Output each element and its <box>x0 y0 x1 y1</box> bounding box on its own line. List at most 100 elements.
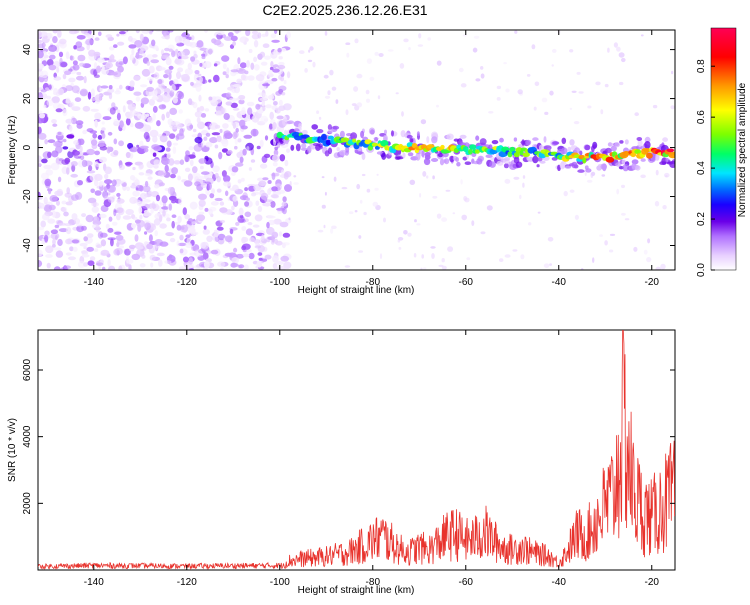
noise-blob <box>65 252 72 256</box>
noise-blob <box>205 132 211 137</box>
noise-speckle <box>359 199 363 204</box>
ridge-halo <box>561 137 567 144</box>
noise-blob <box>177 175 182 181</box>
noise-blob <box>38 260 43 268</box>
noise-speckle <box>534 81 540 87</box>
noise-blob <box>286 148 290 153</box>
noise-blob <box>76 225 84 233</box>
noise-blob <box>272 68 280 73</box>
noise-blob <box>68 77 76 83</box>
noise-blob <box>38 126 42 135</box>
noise-blob <box>232 195 238 202</box>
noise-blob <box>203 261 210 269</box>
noise-blob <box>182 256 189 263</box>
colorbar-gradient <box>710 27 737 271</box>
noise-blob <box>94 112 102 120</box>
noise-blob <box>244 201 250 207</box>
noise-blob <box>257 252 263 256</box>
noise-blob <box>172 96 178 104</box>
noise-speckle <box>346 52 350 58</box>
noise-blob <box>49 195 58 202</box>
noise-blob <box>232 107 240 111</box>
noise-speckle <box>395 92 399 95</box>
ridge-halo <box>485 154 493 158</box>
noise-blob <box>200 113 207 118</box>
noise-speckle <box>531 44 536 50</box>
noise-speckle <box>621 57 626 63</box>
noise-speckle <box>460 83 467 88</box>
ridge-halo <box>614 142 620 148</box>
ridge-halo <box>368 127 376 135</box>
noise-speckle <box>460 179 463 185</box>
noise-speckle <box>377 95 381 100</box>
noise-speckle <box>613 42 619 48</box>
noise-blob <box>93 62 98 70</box>
noise-blob <box>249 237 255 243</box>
snr-x-label: Height of straight line (km) <box>298 585 415 596</box>
noise-blob <box>196 40 204 48</box>
noise-blob <box>154 184 160 189</box>
colorbar: 0.0 0.2 0.4 0.6 0.8 Normalized spectral ampl… <box>696 27 748 277</box>
noise-blob <box>129 196 138 204</box>
y-tick-label: 20 <box>22 93 33 105</box>
noise-speckle <box>356 73 363 79</box>
noise-blob <box>184 68 193 75</box>
noise-blob <box>194 181 201 187</box>
ridge-halo <box>538 144 544 152</box>
noise-blob <box>159 134 168 143</box>
noise-blob <box>83 262 89 267</box>
noise-blob <box>155 194 161 202</box>
noise-blob <box>178 109 183 114</box>
noise-blob <box>156 120 161 127</box>
ridge-halo <box>655 153 660 161</box>
noise-blob <box>78 138 85 146</box>
noise-blob <box>107 259 111 267</box>
noise-blob <box>66 134 75 139</box>
noise-blob <box>65 238 73 245</box>
noise-blob <box>203 30 209 33</box>
ridge-halo <box>636 137 643 141</box>
noise-speckle <box>416 223 421 226</box>
noise-blob <box>194 136 203 144</box>
noise-speckle <box>316 110 320 114</box>
ridge-peak <box>321 133 327 141</box>
noise-blob <box>253 239 261 244</box>
noise-blob <box>278 231 283 237</box>
ridge-halo <box>635 165 641 171</box>
noise-blob <box>118 164 125 170</box>
ridge-peak <box>666 148 675 153</box>
noise-blob <box>45 254 53 258</box>
noise-blob <box>137 224 142 232</box>
noise-blob <box>180 226 185 230</box>
noise-speckle <box>624 218 630 221</box>
noise-blob <box>141 113 147 120</box>
noise-blob <box>198 158 207 164</box>
noise-speckle <box>522 182 525 188</box>
noise-blob <box>164 164 169 173</box>
ridge-halo <box>637 139 643 148</box>
noise-blob <box>105 223 110 230</box>
noise-speckle <box>366 98 370 103</box>
noise-blob <box>197 121 205 130</box>
noise-blob <box>107 131 113 136</box>
noise-blob <box>46 95 51 100</box>
noise-blob <box>203 136 208 141</box>
noise-blob <box>278 99 283 107</box>
noise-speckle <box>358 235 362 239</box>
ridge-halo <box>489 161 496 168</box>
noise-blob <box>101 65 105 72</box>
colorbar-tick-label: 0.4 <box>696 161 707 175</box>
noise-speckle <box>330 228 334 234</box>
noise-blob <box>46 59 54 66</box>
noise-blob <box>192 166 198 174</box>
noise-blob <box>263 153 271 158</box>
noise-blob <box>166 152 171 159</box>
noise-blob <box>57 238 63 247</box>
noise-blob <box>270 61 274 68</box>
noise-blob <box>241 177 245 182</box>
noise-blob <box>54 224 60 228</box>
noise-blob <box>208 208 213 216</box>
noise-blob <box>108 59 117 63</box>
noise-speckle <box>513 176 520 180</box>
noise-blob <box>154 230 158 237</box>
